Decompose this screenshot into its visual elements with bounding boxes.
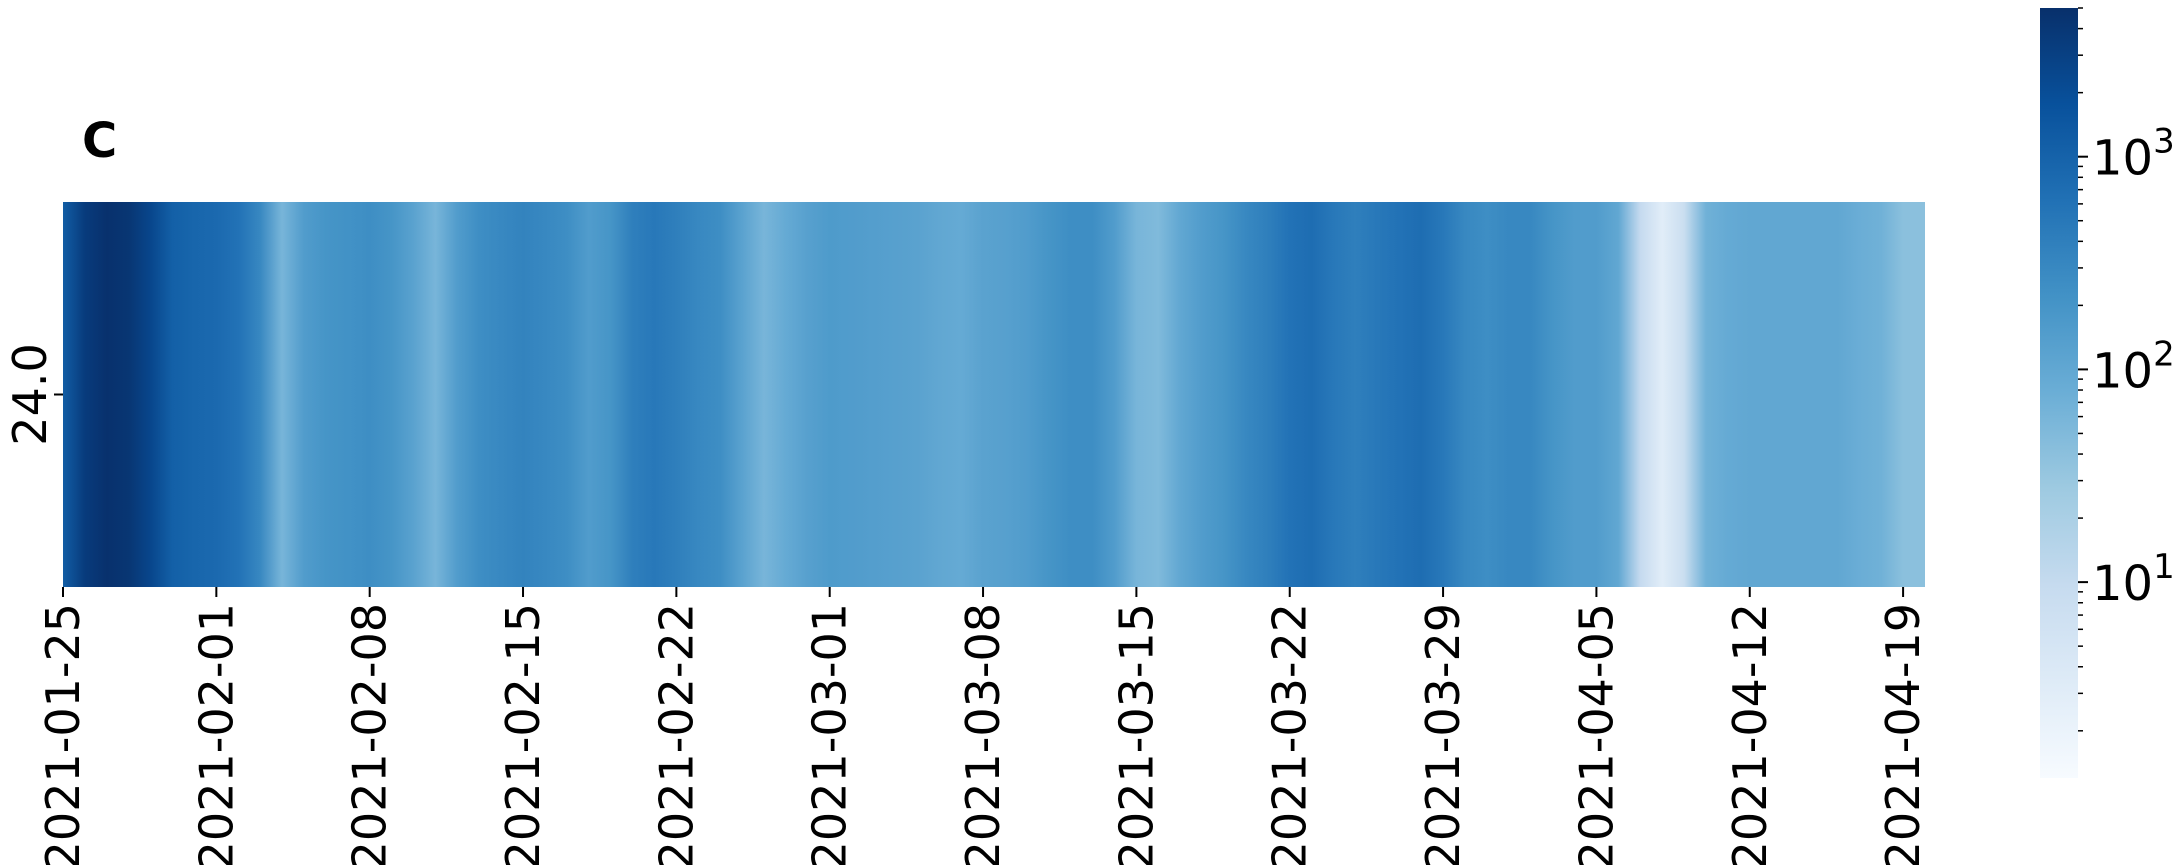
x-tick-label: 2021-04-05: [1569, 603, 1623, 865]
panel-label: C: [82, 113, 117, 169]
x-tick-label: 2021-04-12: [1723, 603, 1777, 865]
x-tick-label: 2021-01-25: [36, 603, 90, 865]
x-tick-label: 2021-02-08: [343, 603, 397, 865]
colorbar-tick-label: 101: [2092, 547, 2173, 612]
colorbar-tick-label: 102: [2092, 334, 2173, 399]
heatmap-strip: [63, 202, 1925, 587]
colorbar-tick-label: 103: [2092, 122, 2173, 187]
x-tick-label: 2021-02-22: [649, 603, 703, 865]
x-tick-label: 2021-02-01: [189, 603, 243, 865]
colorbar-axis: 101 102 103: [2078, 7, 2173, 732]
x-tick-label: 2021-04-19: [1876, 603, 1930, 865]
x-tick-label: 2021-03-08: [956, 603, 1010, 865]
x-tick-label: 2021-03-15: [1109, 603, 1163, 865]
x-tick-label: 2021-03-29: [1416, 603, 1470, 865]
x-tick-label: 2021-02-15: [496, 603, 550, 865]
y-axis: 24.0: [3, 343, 63, 446]
x-axis: 2021-01-25 2021-02-01 2021-02-08 2021-02-15…: [36, 587, 1930, 865]
y-tick-label: 24.0: [3, 343, 57, 445]
colorbar: [2040, 8, 2078, 778]
x-tick-label: 2021-03-22: [1263, 603, 1317, 865]
x-tick-label: 2021-03-01: [803, 603, 857, 865]
